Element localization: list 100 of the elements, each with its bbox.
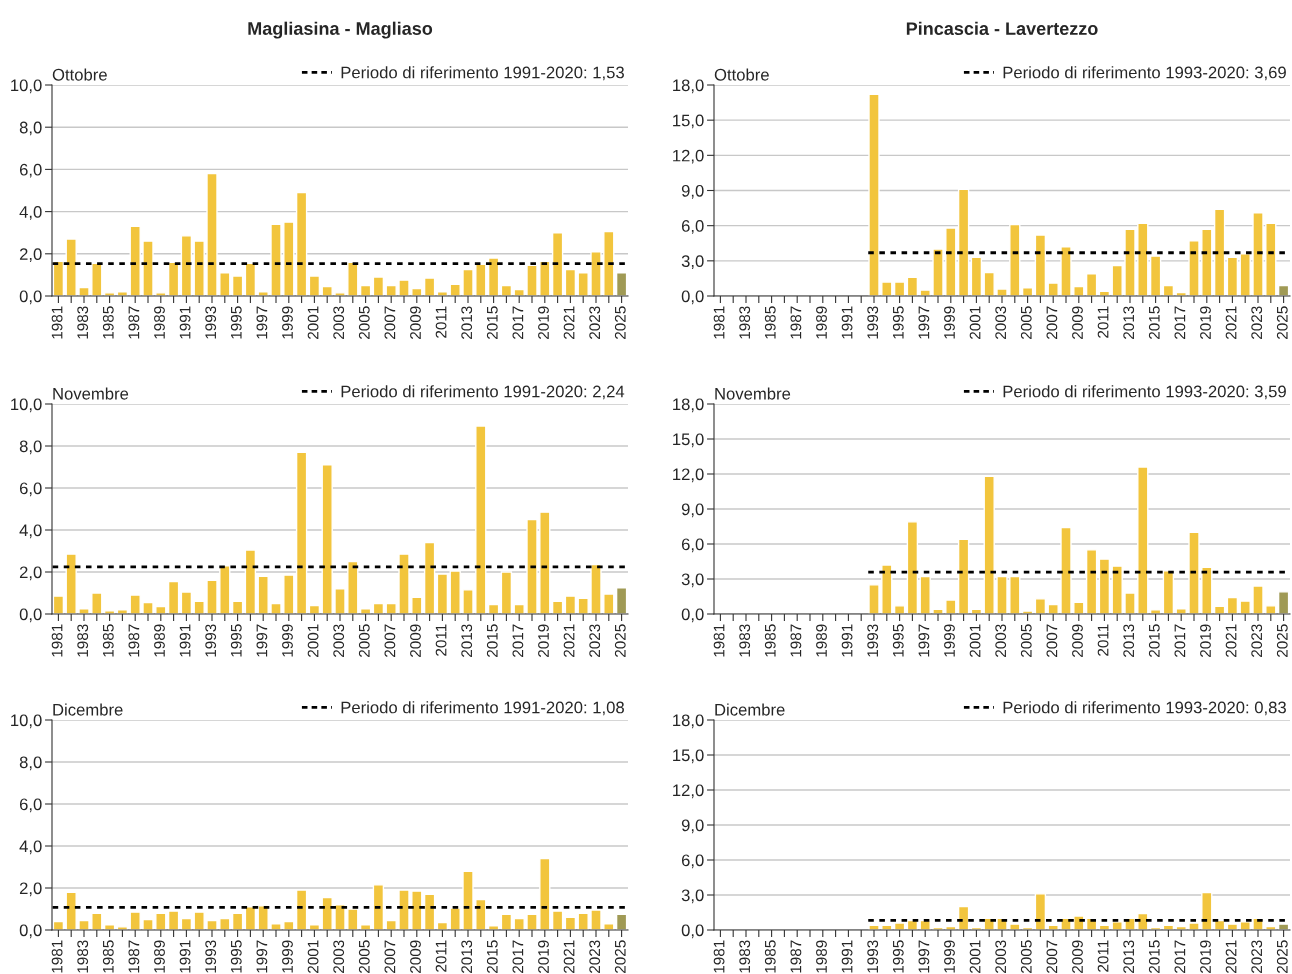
x-tick-label: 2021 xyxy=(1225,624,1237,657)
bar xyxy=(970,256,983,296)
x-tick-label: 1999 xyxy=(282,940,293,973)
x-tick-label: 1983 xyxy=(77,624,89,657)
x-tick-label: 1991 xyxy=(841,940,853,973)
y-tick-label: 6,0 xyxy=(19,163,42,178)
x-tick-label: 2001 xyxy=(307,940,319,973)
x-tick-label: 1991 xyxy=(179,624,191,657)
x-tick-label: 2021 xyxy=(563,624,575,657)
y-tick-label: 0,0 xyxy=(19,608,42,623)
legend-label: Periodo di riferimento 1993-2020: 3,59 xyxy=(1003,385,1286,400)
x-tick-label: 2017 xyxy=(1174,306,1186,339)
x-tick-label: 1983 xyxy=(739,940,751,973)
x-tick-label: 2001 xyxy=(969,624,981,657)
x-tick-label: 2017 xyxy=(1174,624,1186,657)
bar xyxy=(957,188,970,296)
x-tick-label: 2005 xyxy=(358,306,370,339)
x-tick-label: 2015 xyxy=(486,624,498,657)
bar xyxy=(1226,256,1239,296)
y-tick-label: 2,0 xyxy=(19,248,42,262)
x-tick-label: 2019 xyxy=(1200,306,1211,339)
x-tick-label: 1981 xyxy=(51,306,63,339)
x-tick-label: 2011 xyxy=(435,306,447,338)
x-tick-label: 2005 xyxy=(358,624,370,657)
x-tick-label: 1993 xyxy=(205,624,217,657)
y-tick-label: 3,0 xyxy=(681,255,704,270)
y-tick-label: 12,0 xyxy=(673,784,704,799)
x-tick-label: 1987 xyxy=(128,306,140,339)
bar xyxy=(1149,255,1162,296)
x-tick-label: 2009 xyxy=(410,306,421,339)
y-tick-label: 18,0 xyxy=(673,79,704,94)
y-tick-label: 10,0 xyxy=(11,714,42,729)
y-tick-label: 0,0 xyxy=(681,924,704,939)
x-tick-label: 1995 xyxy=(892,306,904,339)
x-tick-label: 1985 xyxy=(764,306,776,339)
bar xyxy=(551,910,564,930)
y-tick-label: 15,0 xyxy=(673,433,704,448)
x-tick-label: 2009 xyxy=(410,940,421,973)
y-tick-label: 3,0 xyxy=(681,889,704,904)
x-tick-label: 2009 xyxy=(410,624,421,657)
x-tick-label: 1983 xyxy=(739,624,751,657)
x-tick-label: 2023 xyxy=(589,940,601,973)
y-tick-label: 18,0 xyxy=(673,714,704,729)
x-tick-label: 1997 xyxy=(256,940,268,973)
x-tick-label: 1983 xyxy=(77,306,89,339)
bar xyxy=(487,257,500,296)
x-tick-label: 2017 xyxy=(512,940,524,973)
bar xyxy=(1213,208,1226,296)
x-tick-label: 2013 xyxy=(461,306,473,339)
bar xyxy=(295,889,308,930)
x-tick-label: 2013 xyxy=(1123,624,1135,657)
bar xyxy=(1085,549,1098,614)
x-tick-label: 2011 xyxy=(1097,940,1109,972)
x-tick-label: 2009 xyxy=(1072,940,1083,973)
x-tick-label: 2017 xyxy=(1174,940,1186,973)
bar xyxy=(1277,923,1290,930)
x-tick-label: 1989 xyxy=(154,624,165,657)
y-tick-label: 12,0 xyxy=(673,149,704,164)
x-tick-label: 1995 xyxy=(892,940,904,973)
x-tick-label: 2013 xyxy=(1123,940,1135,973)
y-tick-label: 0,0 xyxy=(19,924,42,939)
x-tick-label: 2007 xyxy=(384,624,396,657)
bar xyxy=(244,549,257,614)
x-tick-label: 2023 xyxy=(1251,624,1263,657)
legend-label: Periodo di riferimento 1991-2020: 2,24 xyxy=(341,385,625,400)
x-tick-label: 2001 xyxy=(307,624,319,657)
bar xyxy=(893,922,906,930)
x-tick-label: 1999 xyxy=(944,306,955,339)
x-tick-label: 2011 xyxy=(435,940,447,972)
x-tick-label: 1997 xyxy=(918,624,930,657)
x-tick-label: 2011 xyxy=(1097,306,1109,338)
y-tick-label: 4,0 xyxy=(19,524,42,539)
x-tick-label: 1983 xyxy=(739,306,751,339)
x-tick-label: 1995 xyxy=(230,624,242,657)
x-tick-label: 2003 xyxy=(995,624,1007,657)
x-tick-label: 2003 xyxy=(995,306,1007,339)
bar xyxy=(52,260,65,296)
x-tick-label: 1987 xyxy=(790,940,802,973)
y-tick-label: 3,0 xyxy=(681,573,704,588)
x-tick-label: 2019 xyxy=(1200,624,1211,657)
x-tick-label: 2003 xyxy=(333,306,345,339)
x-tick-label: 1993 xyxy=(205,306,217,339)
x-tick-label: 1997 xyxy=(918,306,930,339)
x-tick-label: 2023 xyxy=(589,624,601,657)
x-tick-label: 2001 xyxy=(969,940,981,973)
x-tick-label: 1985 xyxy=(764,940,776,973)
x-tick-label: 2025 xyxy=(1276,940,1288,973)
x-tick-label: 2009 xyxy=(1072,624,1083,657)
y-tick-label: 0,0 xyxy=(681,290,704,305)
x-tick-label: 2015 xyxy=(486,940,498,973)
x-tick-label: 2025 xyxy=(1276,306,1288,339)
y-tick-label: 10,0 xyxy=(11,398,42,413)
x-tick-label: 2007 xyxy=(1046,306,1058,339)
x-tick-label: 1985 xyxy=(102,306,114,339)
x-tick-label: 2005 xyxy=(358,940,370,973)
x-tick-label: 2025 xyxy=(614,306,626,339)
bar xyxy=(615,587,628,614)
x-tick-label: 2023 xyxy=(1251,306,1263,339)
bar xyxy=(1277,591,1290,614)
x-tick-label: 1991 xyxy=(841,306,853,339)
